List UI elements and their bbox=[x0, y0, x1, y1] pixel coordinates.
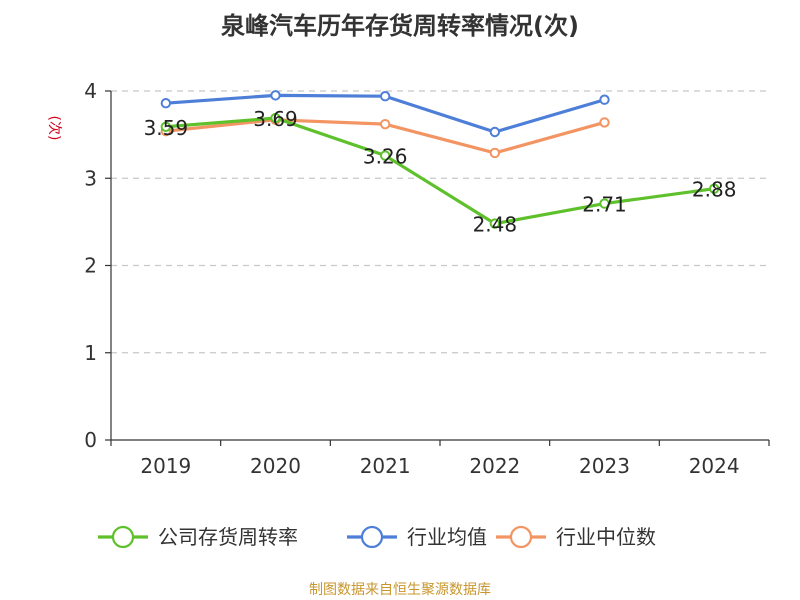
x-tick-label-2024: 2024 bbox=[689, 454, 740, 478]
legend-label: 公司存货周转率 bbox=[158, 525, 298, 549]
series-point-2021 bbox=[379, 91, 391, 102]
data-series bbox=[160, 90, 720, 229]
y-tick-label: 0 bbox=[84, 428, 97, 452]
chart-title: 泉峰汽车历年存货周转率情况(次) bbox=[221, 12, 579, 40]
y-tick-label: 1 bbox=[84, 341, 97, 365]
series-0 bbox=[160, 112, 720, 229]
series-point-2023 bbox=[599, 94, 610, 105]
series-line bbox=[164, 116, 716, 226]
legend-label: 行业中位数 bbox=[556, 525, 656, 549]
series-point-2022 bbox=[489, 147, 501, 159]
data-label-2019: 3.59 bbox=[144, 116, 189, 140]
series-point-2021 bbox=[379, 118, 391, 130]
y-axis-label: (次) bbox=[46, 116, 62, 141]
data-label-2024: 2.88 bbox=[692, 178, 737, 202]
legend-marker bbox=[111, 525, 135, 549]
series-point-2021 bbox=[379, 150, 391, 161]
y-tick-label: 3 bbox=[84, 166, 97, 190]
data-labels: 3.59 3.69 3.26 2.48 2.71 2.88 bbox=[144, 107, 737, 237]
y-tick-label: 4 bbox=[84, 79, 97, 103]
legend-marker bbox=[360, 525, 384, 549]
legend-label: 行业均值 bbox=[407, 525, 487, 549]
x-tick-label-2022: 2022 bbox=[469, 454, 520, 478]
legend-marker bbox=[509, 525, 533, 549]
data-label-2020: 3.69 bbox=[253, 107, 298, 131]
series-point-2023 bbox=[599, 117, 610, 128]
series-point-2019 bbox=[160, 98, 172, 109]
x-tick-label-2020: 2020 bbox=[250, 454, 301, 478]
series-1 bbox=[160, 90, 610, 138]
x-tick-label-2019: 2019 bbox=[140, 454, 191, 478]
source-note: 制图数据来自恒生聚源数据库 bbox=[309, 582, 491, 598]
y-tick-label: 2 bbox=[84, 254, 97, 278]
series-point-2020 bbox=[270, 90, 281, 101]
legend: 公司存货周转率 行业均值 行业中位数 bbox=[98, 525, 656, 549]
data-label-2023: 2.71 bbox=[582, 193, 627, 217]
data-label-2021: 3.26 bbox=[363, 145, 408, 169]
grid-lines bbox=[111, 90, 769, 354]
x-tick-label-2023: 2023 bbox=[579, 454, 630, 478]
legend-item-0: 公司存货周转率 bbox=[98, 525, 298, 549]
series-point-2019 bbox=[160, 121, 172, 132]
legend-item-2: 行业中位数 bbox=[496, 525, 656, 549]
series-point-2022 bbox=[489, 126, 501, 138]
axes: 0 1 2 3 4 2019 2020 2021 2022 2023 2024 bbox=[84, 79, 770, 478]
data-label-2022: 2.48 bbox=[473, 213, 518, 237]
x-tick-label-2021: 2021 bbox=[360, 454, 411, 478]
series-point-2024 bbox=[708, 183, 720, 194]
series-point-2023 bbox=[599, 198, 610, 209]
series-point-2022 bbox=[489, 218, 501, 229]
series-point-2020 bbox=[270, 112, 281, 124]
legend-item-1: 行业均值 bbox=[347, 525, 487, 549]
